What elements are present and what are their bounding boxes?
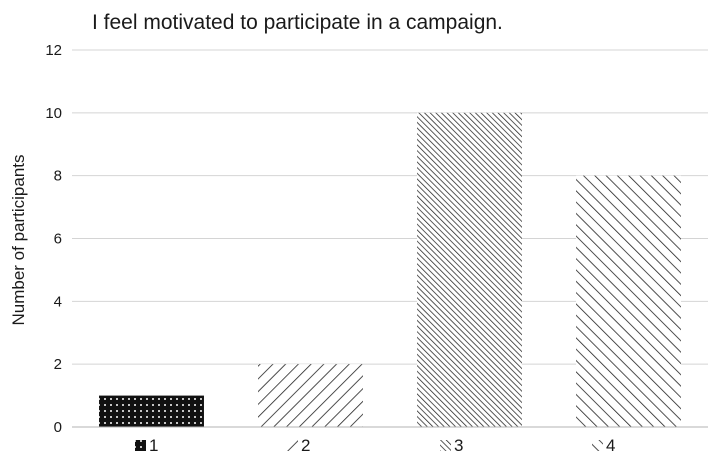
legend-item-3: 3 (440, 436, 463, 455)
y-tick-label: 12 (45, 42, 62, 59)
legend-item-4: 4 (592, 436, 615, 455)
legend-item-1: 1 (135, 436, 158, 455)
legend-label: 3 (454, 436, 463, 455)
bar-3 (417, 112, 522, 427)
bar-4 (576, 175, 681, 427)
legend: 1 2 3 4 (135, 436, 615, 455)
y-tick-label: 2 (54, 356, 62, 373)
bars (99, 112, 681, 427)
gridlines (72, 49, 708, 428)
legend-label: 4 (606, 436, 615, 455)
y-tick-label: 10 (45, 105, 62, 122)
legend-label: 2 (301, 436, 310, 455)
legend-swatch (592, 440, 603, 451)
y-tick-label: 6 (54, 231, 62, 248)
legend-swatch (135, 440, 146, 451)
legend-swatch (440, 440, 451, 451)
legend-swatch (287, 440, 298, 451)
chart-title: I feel motivated to participate in a cam… (92, 11, 503, 34)
legend-label: 1 (149, 436, 158, 455)
y-tick-label: 0 (54, 419, 62, 436)
y-tick-label: 8 (54, 168, 62, 185)
bar-2 (258, 364, 363, 427)
bar-1 (99, 395, 204, 427)
y-tick-label: 4 (54, 293, 62, 310)
y-tick-labels: 0 2 4 6 8 10 12 (45, 42, 62, 436)
y-axis-label: Number of participants (9, 154, 28, 325)
legend-item-2: 2 (287, 436, 310, 455)
